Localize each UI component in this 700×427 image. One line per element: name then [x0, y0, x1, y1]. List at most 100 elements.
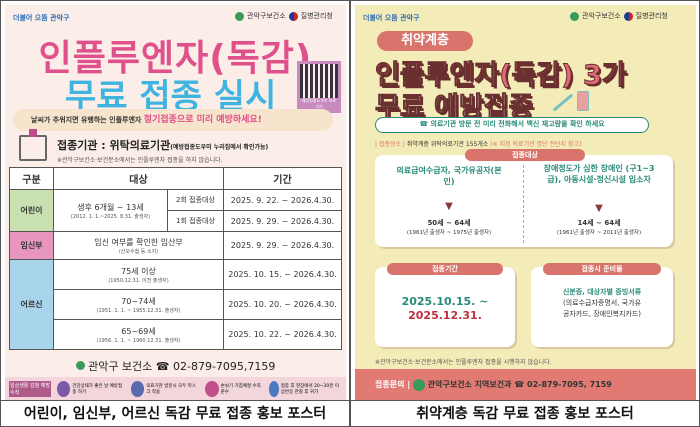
- target: 65~69세: [121, 326, 156, 336]
- clock-icon: [269, 381, 279, 397]
- contact: 관악구 보건소 ☎ 02-879-7095,7159: [5, 358, 346, 374]
- target-cell: 65~69세 (1956. 1. 1. ~ 1960.12.31. 출생자): [53, 319, 224, 350]
- period-end: 2025.12.31.: [408, 309, 482, 322]
- contact-text: 관악구 보건소 ☎ 02-879-7095,7159: [88, 360, 276, 373]
- arrow-down-icon: ▼: [445, 201, 453, 212]
- target-item: 장애정도가 심한 장애인 (구1~3급), 아동시설·정신시설 입소자 ▼ 14…: [525, 163, 673, 236]
- target-age: 14세 ~ 64세: [577, 219, 621, 227]
- tip: 손씻기 기침예절 수칙 준수: [220, 384, 261, 395]
- facility-sub: ※관악구보건소·보건분소에서는 인플루엔자 접종을 하지 않습니다.: [57, 157, 223, 164]
- table-row: 어르신 75세 이상 (1950.12.31. 이전 출생자) 2025. 10. 1…: [9, 259, 342, 350]
- tip: 접종 후 현장에서 20~30분 이상반응 관찰 후 귀가: [280, 384, 339, 395]
- person-icon: [57, 381, 71, 397]
- target-item: 의료급여수급자, 국가유공자(본인) ▼ 50세 ~ 64세 (1961년 출생…: [375, 165, 523, 236]
- dose: 2회 접종대상: [167, 189, 224, 211]
- group-children: 어린이: [9, 189, 54, 232]
- period-box: 2025.10.15. ~ 2025.12.31.: [375, 267, 515, 347]
- target: 75세 이상: [121, 266, 156, 276]
- target-sub: (1951. 1. 1. ~ 1955.12.31. 출생자): [96, 307, 181, 314]
- target-cell: 75세 이상 (1950.12.31. 이전 출생자): [53, 259, 224, 290]
- tip: 건강상태가 좋은 날 예방접종 하기: [72, 384, 123, 395]
- target-birth: (1961년 출생자 ~ 2011년 출생자): [556, 230, 642, 236]
- table-row: 1회 접종대상 2025. 9. 29. ~ 2026.4.30.: [10, 210, 342, 232]
- period: 2025. 10. 20. ~ 2026.4.30.: [223, 289, 342, 320]
- target-title: 장애정도가 심한 장애인 (구1~3급), 아동시설·정신시설 입소자: [543, 164, 655, 184]
- prep-header: 접종시 준비물: [543, 263, 661, 275]
- dose: 1회 접종대상: [167, 210, 224, 232]
- target-cell: 생후 6개월 ~ 13세 (2012. 1. 1.~2025. 8.31. 출생자…: [53, 189, 168, 232]
- banner-text: 날씨가 추워지면 유행하는 인플루엔자: [31, 116, 142, 124]
- target: 70~74세: [121, 296, 156, 306]
- target: 생후 6개월 ~ 13세: [77, 202, 144, 212]
- health-center-icon: [235, 11, 244, 21]
- health-center-icon: [75, 361, 85, 370]
- table-row: 어린이 생후 6개월 ~ 13세 (2012. 1. 1.~2025. 8.31. …: [9, 189, 342, 232]
- place-label: | 접종장소 |: [375, 141, 405, 148]
- phone-notice: ☎ 의료기관 방문 전 미리 전화해서 백신 재고량을 확인 하세요: [375, 117, 649, 133]
- place-text: 취약계층 위탁의료기관 155개소: [406, 141, 489, 148]
- org-logos: 관악구보건소 질병관리청: [235, 11, 333, 21]
- right-caption: 취약계층 독감 무료 접종 홍보 포스터: [351, 400, 699, 426]
- district-logo: 더불어 으뜸 관악구: [363, 14, 420, 22]
- qr-code[interactable]: 예방접종도우미 바로가기: [297, 61, 341, 113]
- period: 2025. 9. 29. ~ 2026.4.30.: [223, 210, 342, 232]
- period: 2025. 10. 15. ~ 2026.4.30.: [223, 259, 342, 290]
- note: ※관악구보건소·보건분소에서는 인플루엔자 접종을 시행하지 않습니다.: [375, 359, 552, 366]
- district-logo: 더불어 으뜸 관악구: [13, 14, 70, 22]
- prep-items: (의료수급자증명서, 국가유공자카드, 장애인복지카드): [562, 299, 642, 318]
- org-name: 질병관리청: [300, 12, 333, 20]
- contact-label: 접종문의 |: [375, 380, 411, 389]
- org-name: 관악구보건소: [582, 12, 621, 20]
- target-sub: (2012. 1. 1.~2025. 8.31. 출생자): [70, 213, 151, 220]
- tips-strip: 일상생활 감염 예방 수칙 건강상태가 좋은 날 예방접종 하기 의료기관 방문…: [5, 377, 346, 401]
- period-start: 2025.10.15. ~: [401, 295, 489, 308]
- org-name: 관악구보건소: [247, 12, 286, 20]
- prep-box: 신분증, 대상자별 증빙서류 (의료수급자증명서, 국가유공자카드, 장애인복지…: [531, 267, 673, 347]
- arrow-down-icon: ▼: [595, 203, 603, 214]
- strip-badge: 일상생활 감염 예방 수칙: [9, 381, 51, 397]
- title-line1: 인플루엔자(독감) 3가: [375, 60, 628, 92]
- table-row: 임신부 임신 여부를 확인한 임산부 (산모수첩 등 소지) 2025. 9. 29.…: [9, 231, 342, 260]
- tag-pill: 취약계층: [377, 31, 473, 51]
- group-elderly: 어르신: [9, 259, 54, 350]
- qr-icon: [300, 64, 338, 98]
- place-line: | 접종장소 | 취약계층 위탁의료기관 155개소 (※ 지정 의료기관 명단…: [375, 139, 581, 148]
- target-birth: (1961년 출생자 ~ 1975년 출생자): [406, 230, 492, 236]
- period: 2025. 10. 22. ~ 2026.4.30.: [223, 319, 342, 350]
- health-center-icon: [412, 378, 425, 391]
- syringe-vial-icon: [551, 91, 591, 113]
- mask-icon: [131, 381, 145, 397]
- hospital-icon: [19, 129, 47, 161]
- table-row: 65~69세 (1956. 1. 1. ~ 1960.12.31. 출생자) 202…: [10, 319, 342, 350]
- period: 2025. 9. 22. ~ 2026.4.30.: [223, 189, 342, 211]
- target-age: 50세 ~ 64세: [427, 219, 471, 227]
- facility-label: 접종기관 : 위탁의료기관: [57, 139, 171, 152]
- health-center-icon: [570, 11, 579, 21]
- target-box: 의료급여수급자, 국가유공자(본인) ▼ 50세 ~ 64세 (1961년 출생…: [375, 155, 673, 247]
- header-target: 대상: [53, 167, 224, 190]
- target-cell: 70~74세 (1951. 1. 1. ~ 1955.12.31. 출생자): [53, 289, 224, 320]
- period: 2025. 9. 29. ~ 2026.4.30.: [223, 231, 342, 260]
- org-name: 질병관리청: [635, 12, 668, 20]
- tip: 의료기관 방문시 모두 마스크 착용: [146, 384, 197, 395]
- banner-highlight: 절기접종으로 미리 예방하세요!: [143, 115, 262, 125]
- kdca-icon: [288, 11, 298, 21]
- target-sub: (산모수첩 등 소지): [118, 248, 159, 255]
- title-line1: 인플루엔자(독감): [38, 38, 313, 79]
- banner: 날씨가 추워지면 유행하는 인플루엔자 절기접종으로 미리 예방하세요!: [13, 109, 333, 131]
- target-sub: (1950.12.31. 이전 출생자): [108, 277, 169, 284]
- facility-line: 접종기관 : 위탁의료기관(예방접종도우미 누리집에서 확인가능): [57, 137, 268, 153]
- left-panel: 더불어 으뜸 관악구 관악구보건소 질병관리청 인플루엔자(독감) 무료 접종 …: [0, 0, 350, 427]
- target-title: 의료급여수급자, 국가유공자(본인): [396, 166, 502, 186]
- qr-label: 예방접종도우미 바로가기: [301, 98, 337, 109]
- org-logos: 관악구보건소 질병관리청: [570, 11, 668, 21]
- table-row: 70~74세 (1951. 1. 1. ~ 1955.12.31. 출생자) 202…: [10, 289, 342, 320]
- place-note: (※ 지정 의료기관 명단 전단지 참고): [490, 141, 582, 148]
- facility-note: (예방접종도우미 누리집에서 확인가능): [170, 144, 269, 151]
- target-header: 접종대상: [465, 149, 585, 161]
- contact-bar: 접종문의 | 관악구보건소 지역보건과 ☎ 02-879-7095, 7159: [355, 369, 696, 401]
- header-period: 기간: [223, 167, 342, 190]
- right-poster: 더불어 으뜸 관악구 관악구보건소 질병관리청 취약계층 인플루엔자(독감) 3…: [355, 5, 696, 401]
- schedule-table: 구분 대상 기간 어린이 생후 6개월 ~ 13세 (2012. 1. 1.~2025.…: [9, 167, 342, 350]
- target-cell: 임신 여부를 확인한 임산부 (산모수첩 등 소지): [53, 231, 224, 260]
